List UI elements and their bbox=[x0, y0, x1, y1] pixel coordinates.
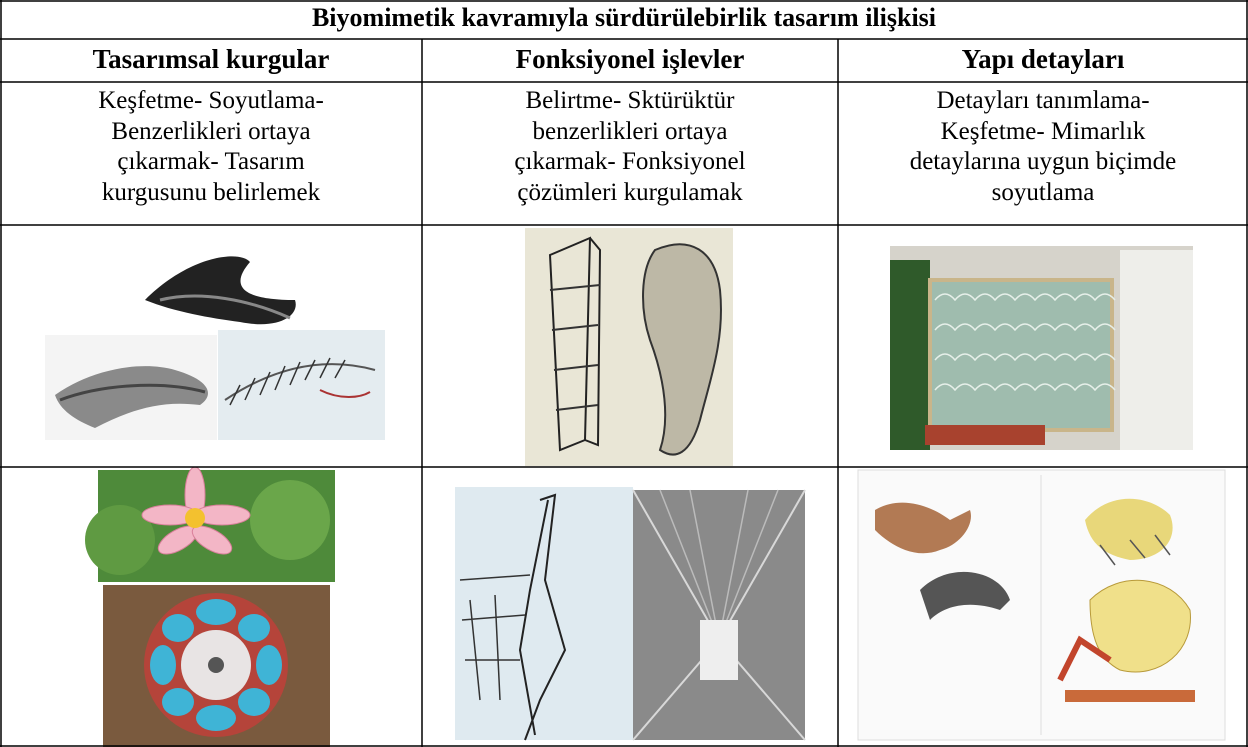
description-line: Detayları tanımlama- bbox=[936, 87, 1150, 114]
description-line: detaylarına uygun biçimde bbox=[909, 148, 1177, 175]
description-line: çözümleri kurgulamak bbox=[517, 178, 743, 206]
image-lotus-photo bbox=[85, 466, 335, 582]
image-hand-sketch-book bbox=[857, 469, 1226, 741]
image-structure-sketch bbox=[455, 487, 806, 741]
column-header: Yapı detayları bbox=[961, 44, 1125, 74]
description-line: Benzerlikleri ortaya bbox=[111, 117, 311, 145]
image-tower-sketch bbox=[525, 228, 733, 466]
image-facade-photo bbox=[890, 246, 1193, 450]
description-line: kurgusunu belirlemek bbox=[101, 178, 321, 206]
description-line: Keşfetme- Mimarlık bbox=[940, 117, 1146, 145]
description-line: benzerlikleri ortaya bbox=[532, 117, 728, 145]
column-header: Fonksiyonel işlevler bbox=[515, 44, 745, 74]
description-line: çıkarmak- Tasarım bbox=[117, 148, 305, 175]
column-header: Tasarımsal kurgular bbox=[92, 44, 330, 74]
description-line: Keşfetme- Soyutlama- bbox=[98, 87, 324, 114]
image-lotus-temple-aerial bbox=[103, 585, 330, 747]
table-title: Biyomimetik kavramıyla sürdürülebirlik t… bbox=[311, 3, 937, 32]
description-line: çıkarmak- Fonksiyonel bbox=[514, 148, 746, 175]
description-line: Belirtme- Sktürüktür bbox=[525, 87, 735, 114]
image-curved-forms bbox=[45, 256, 385, 440]
description-line: soyutlama bbox=[991, 178, 1095, 206]
